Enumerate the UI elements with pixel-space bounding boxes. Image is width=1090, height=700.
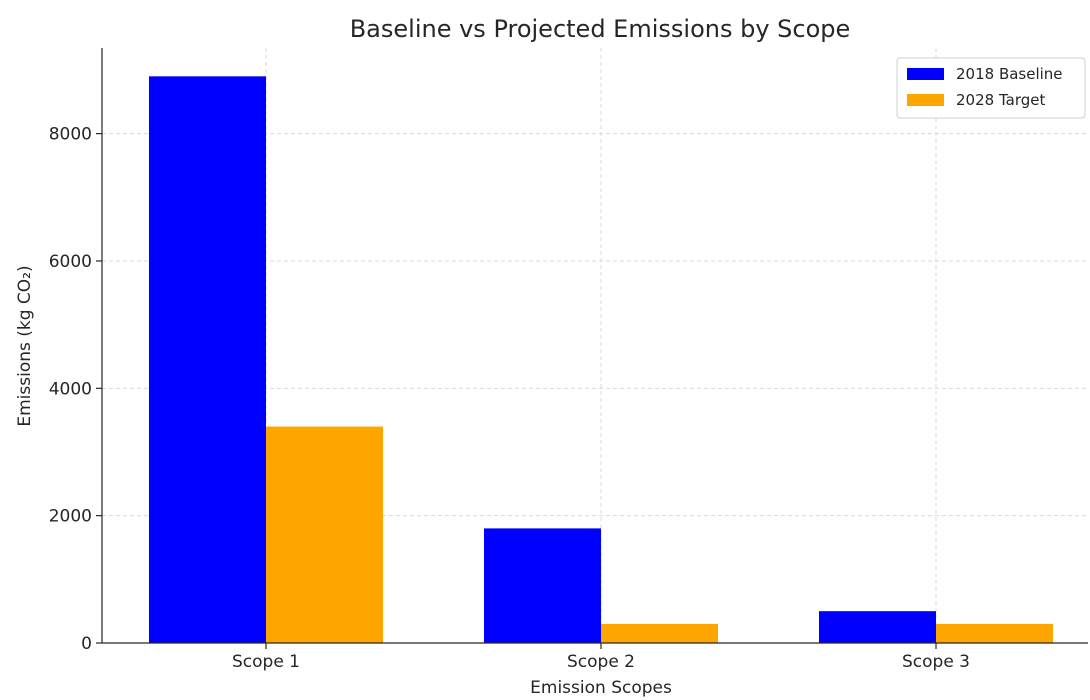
- bar-baseline-3: [819, 611, 936, 643]
- x-tick-label: Scope 3: [902, 652, 970, 672]
- x-axis-ticks: Scope 1 Scope 2 Scope 3: [232, 643, 970, 672]
- legend-label: 2018 Baseline: [956, 65, 1063, 83]
- y-tick-label: 2000: [49, 507, 92, 527]
- y-axis-title: Emissions (kg CO₂): [15, 265, 35, 426]
- x-tick-label: Scope 1: [232, 652, 300, 672]
- legend: 2018 Baseline 2028 Target: [896, 57, 1086, 119]
- legend-label: 2028 Target: [956, 91, 1045, 109]
- bar-baseline-1: [149, 76, 266, 644]
- legend-swatch: [907, 68, 944, 80]
- y-tick-label: 4000: [49, 379, 92, 399]
- x-tick-label: Scope 2: [567, 652, 635, 672]
- legend-swatch: [907, 94, 944, 106]
- chart-title: Baseline vs Projected Emissions by Scope: [350, 15, 851, 43]
- y-tick-label: 8000: [49, 125, 92, 145]
- x-axis-title: Emission Scopes: [530, 678, 672, 698]
- bar-target-3: [936, 623, 1053, 643]
- bar-baseline-2: [484, 528, 601, 643]
- y-tick-label: 6000: [49, 252, 92, 272]
- bar-target-1: [266, 426, 383, 643]
- bars: [149, 76, 1053, 644]
- bar-target-2: [601, 623, 718, 643]
- y-axis-ticks: 0 2000 4000 6000 8000: [49, 125, 102, 654]
- y-tick-label: 0: [81, 634, 92, 654]
